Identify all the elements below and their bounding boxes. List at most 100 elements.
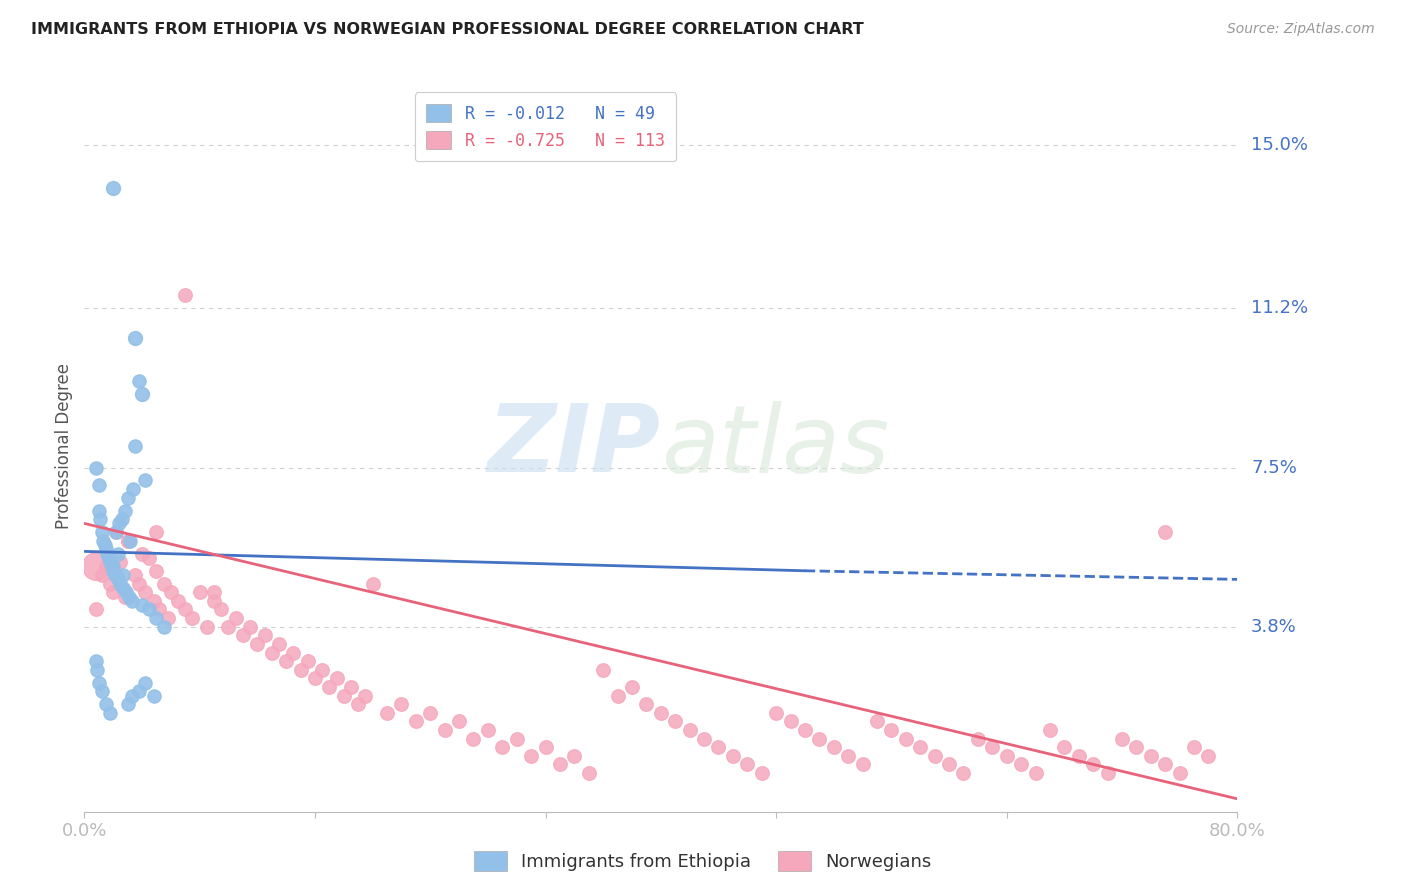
Point (276, 654, 298, 668)
Point (131, 547, 153, 561)
Point (318, 680, 340, 694)
Point (707, 740, 730, 755)
Point (1053, 740, 1076, 755)
Point (108, 516, 131, 531)
Point (779, 714, 801, 729)
Point (145, 564, 167, 578)
Point (105, 524, 128, 539)
Point (131, 598, 153, 612)
Point (148, 602, 170, 616)
Point (131, 387, 153, 401)
Point (433, 723, 456, 737)
Point (112, 568, 135, 582)
Point (477, 723, 499, 737)
Point (340, 680, 363, 694)
Point (90, 524, 112, 539)
Point (98, 555, 121, 569)
Point (283, 646, 305, 660)
Point (290, 663, 312, 677)
Point (110, 555, 132, 569)
Point (910, 740, 932, 755)
Point (111, 512, 134, 526)
Point (103, 564, 124, 578)
Point (852, 757, 875, 772)
Point (84, 559, 107, 574)
Point (267, 637, 290, 651)
Point (548, 757, 571, 772)
Point (578, 766, 600, 780)
Point (91, 533, 114, 548)
Point (679, 723, 702, 737)
Point (405, 714, 427, 729)
Point (808, 731, 831, 746)
Point (1111, 731, 1133, 746)
Point (693, 731, 716, 746)
Point (837, 748, 859, 763)
Point (134, 474, 156, 488)
Point (325, 671, 347, 685)
Point (117, 533, 139, 548)
Point (94, 542, 117, 557)
Point (765, 706, 787, 720)
Point (84, 602, 107, 616)
Point (721, 748, 744, 763)
Point (89, 512, 111, 526)
Point (94, 697, 117, 711)
Point (105, 568, 128, 582)
Point (202, 585, 225, 599)
Point (391, 697, 413, 711)
Point (87, 477, 110, 491)
Point (121, 594, 143, 608)
Point (90, 684, 112, 698)
Point (84, 460, 107, 475)
Point (134, 585, 156, 599)
Point (90, 568, 112, 582)
Point (1097, 766, 1119, 780)
Legend: Immigrants from Ethiopia, Norwegians: Immigrants from Ethiopia, Norwegians (467, 844, 939, 879)
Point (361, 576, 384, 591)
Point (86, 663, 108, 677)
Text: 15.0%: 15.0% (1251, 136, 1308, 153)
Point (520, 748, 543, 763)
Point (124, 568, 146, 582)
Point (145, 611, 167, 625)
Point (880, 723, 903, 737)
Point (1083, 757, 1105, 772)
Point (96, 547, 118, 561)
Point (246, 637, 269, 651)
Point (145, 524, 167, 539)
Point (491, 740, 513, 755)
Point (347, 697, 370, 711)
Point (232, 628, 254, 642)
Point (1067, 748, 1090, 763)
Point (449, 714, 471, 729)
Text: 7.5%: 7.5% (1251, 458, 1298, 476)
Point (260, 646, 283, 660)
Point (894, 731, 917, 746)
Point (253, 628, 276, 642)
Point (134, 675, 156, 690)
Point (167, 594, 190, 608)
Point (112, 581, 135, 595)
Point (463, 731, 485, 746)
Point (117, 533, 139, 548)
Point (952, 766, 974, 780)
Point (209, 602, 232, 616)
Point (938, 757, 960, 772)
Point (103, 181, 124, 195)
Point (117, 697, 139, 711)
Point (564, 748, 586, 763)
Point (967, 731, 990, 746)
Point (866, 714, 889, 729)
Point (924, 748, 946, 763)
Point (311, 663, 333, 677)
Text: Source: ZipAtlas.com: Source: ZipAtlas.com (1227, 22, 1375, 37)
Point (114, 590, 136, 604)
Point (128, 375, 150, 389)
Point (97, 550, 120, 565)
Point (152, 620, 174, 634)
Point (84, 654, 107, 668)
Legend: R = -0.012   N = 49, R = -0.725   N = 113: R = -0.012 N = 49, R = -0.725 N = 113 (415, 92, 676, 161)
Text: 3.8%: 3.8% (1251, 617, 1296, 636)
Point (650, 706, 672, 720)
